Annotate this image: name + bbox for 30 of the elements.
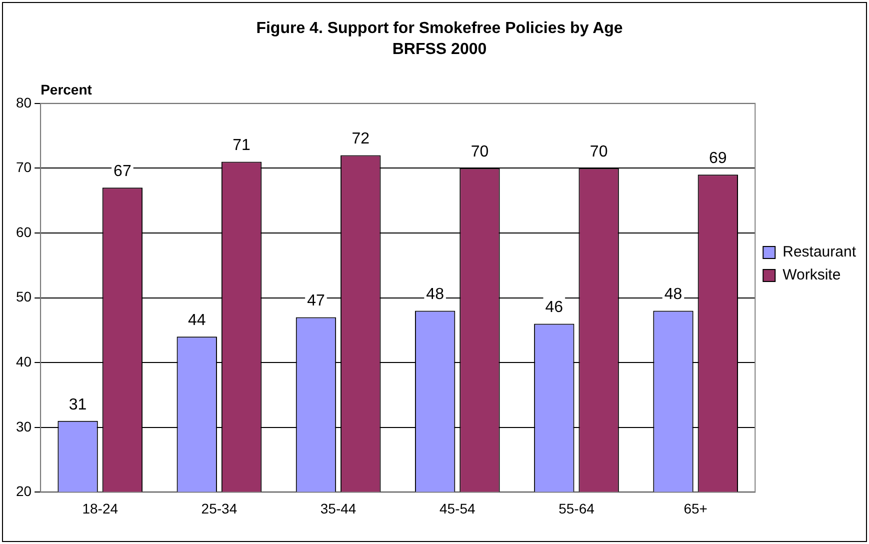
y-tick-label: 60 — [16, 224, 32, 240]
x-tick-label: 45-54 — [439, 500, 476, 516]
x-tick-label: 18-24 — [82, 500, 118, 516]
y-tick-label: 20 — [16, 483, 32, 500]
y-tick-label: 70 — [16, 159, 32, 176]
y-tick-label: 40 — [16, 353, 32, 370]
data-label: 31 — [68, 396, 87, 414]
chart-subtitle: BRFSS 2000 — [392, 41, 487, 58]
data-label: 70 — [470, 144, 489, 161]
chart-title: Figure 4. Support for Smokefree Policies by Age — [256, 20, 623, 38]
y-tick-label: 50 — [16, 288, 32, 305]
y-axis-title: Percent — [40, 81, 92, 98]
x-tick-label: 65+ — [684, 500, 708, 516]
legend-label: Worksite — [782, 266, 841, 284]
data-label: 72 — [352, 130, 370, 148]
data-label: 46 — [545, 299, 564, 316]
data-label: 71 — [232, 137, 251, 154]
x-tick-label: 35-44 — [320, 500, 356, 516]
x-tick-label: 55-64 — [558, 500, 595, 516]
data-label: 48 — [426, 286, 444, 304]
legend-label: Restaurant — [782, 244, 857, 261]
data-label: 47 — [307, 292, 325, 310]
data-label: 67 — [114, 163, 132, 180]
x-tick-label: 25-34 — [201, 500, 238, 516]
data-label: 69 — [709, 150, 727, 168]
data-label: 70 — [590, 144, 608, 161]
data-label: 48 — [664, 286, 682, 304]
y-tick-label: 30 — [16, 418, 32, 434]
data-label: 44 — [188, 312, 206, 330]
y-tick-label: 80 — [16, 94, 32, 110]
